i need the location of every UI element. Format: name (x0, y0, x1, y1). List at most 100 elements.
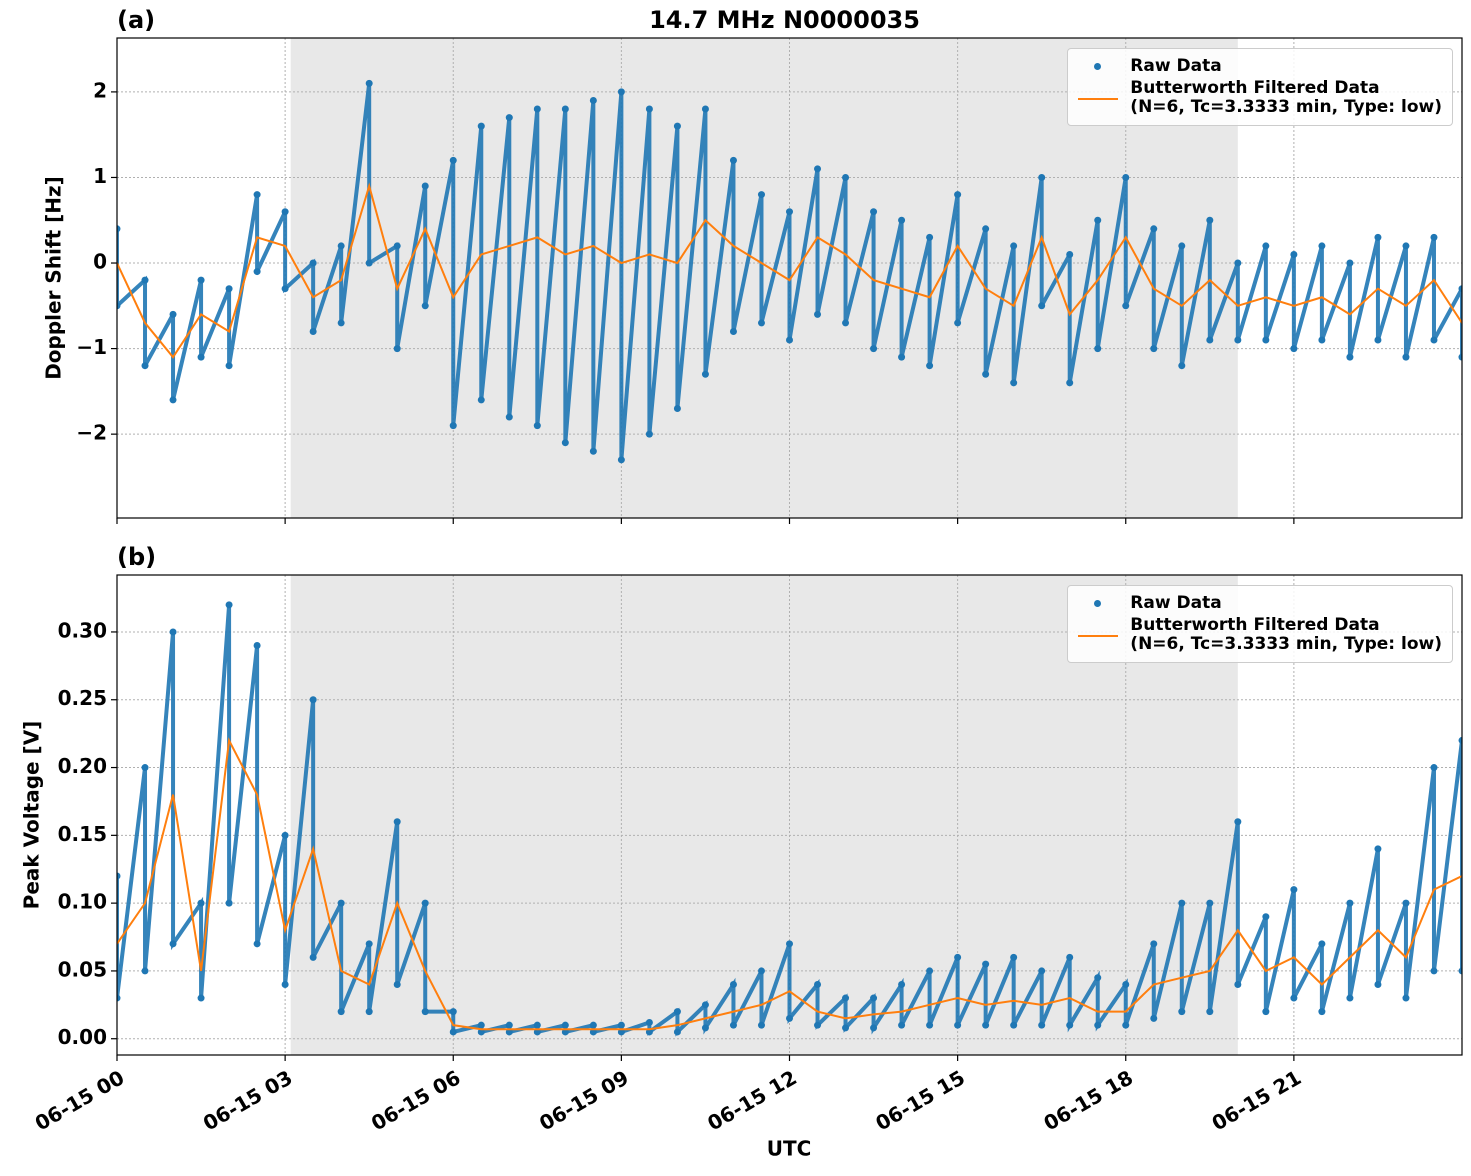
y-tick-label: 0.10 (58, 890, 107, 914)
raw-point (814, 310, 822, 318)
raw-point (729, 327, 737, 335)
raw-point (786, 208, 793, 216)
raw-point (1094, 974, 1102, 982)
legend: Raw Data Butterworth Filtered Data (N=6, … (1067, 585, 1453, 663)
raw-point (309, 953, 317, 961)
y-tick-label: −1 (76, 335, 107, 359)
raw-point (1346, 994, 1354, 1002)
raw-point (1458, 736, 1462, 744)
raw-point (1402, 994, 1410, 1002)
raw-point (1122, 1021, 1130, 1029)
raw-point (1178, 1008, 1186, 1016)
raw-point (533, 105, 541, 113)
y-tick-label: 0.05 (58, 957, 107, 981)
raw-point (337, 1008, 345, 1016)
raw-point (1178, 242, 1186, 250)
raw-point (870, 994, 878, 1002)
raw-point (926, 967, 934, 975)
raw-envelope (117, 83, 1462, 460)
raw-point (814, 980, 822, 988)
raw-point (645, 1018, 653, 1026)
raw-point (141, 967, 149, 975)
raw-point (589, 447, 597, 455)
raw-point (421, 1008, 429, 1016)
legend-key (1078, 57, 1118, 77)
raw-point (197, 994, 205, 1002)
x-tick-label: 06-15 21 (1208, 1065, 1306, 1135)
axes-frame (116, 37, 1463, 519)
raw-point (169, 396, 177, 404)
panel-label: (b) (117, 543, 156, 571)
raw-point (729, 1021, 737, 1029)
raw-point (1150, 1014, 1158, 1022)
raw-point (1038, 302, 1046, 310)
raw-point (449, 156, 457, 164)
raw-point (982, 225, 990, 233)
raw-point (533, 422, 541, 430)
x-tick-label: 06-15 18 (1039, 1065, 1137, 1135)
x-tick-label: 06-15 00 (31, 1065, 129, 1135)
raw-point (365, 940, 373, 948)
raw-point (1290, 994, 1298, 1002)
raw-point (1346, 899, 1354, 907)
raw-point (281, 285, 289, 293)
raw-point (225, 285, 233, 293)
raw-point (701, 105, 709, 113)
raw-point (898, 980, 906, 988)
raw-point (281, 831, 289, 839)
y-tick-label: 2 (93, 78, 107, 102)
raw-point (1318, 242, 1326, 250)
raw-point (1178, 899, 1186, 907)
raw-point (842, 173, 850, 181)
raw-point (393, 242, 401, 250)
raw-point (1066, 1021, 1074, 1029)
raw-point (281, 208, 289, 216)
raw-point (197, 353, 205, 361)
raw-point (253, 268, 261, 276)
raw-point (1066, 250, 1074, 258)
raw-point (505, 413, 513, 421)
raw-point (1374, 845, 1382, 853)
raw-point (141, 362, 149, 370)
raw-point (197, 899, 205, 907)
raw-point (1010, 379, 1018, 387)
raw-point (169, 628, 177, 636)
raw-point (1318, 940, 1326, 948)
raw-point (477, 1021, 485, 1029)
raw-point (1346, 353, 1354, 361)
raw-point (561, 1021, 569, 1029)
raw-point (337, 319, 345, 327)
raw-point (898, 1021, 906, 1029)
raw-point (814, 165, 822, 173)
raw-point (449, 422, 457, 430)
raw-point (617, 88, 625, 96)
raw-point (1094, 216, 1102, 224)
legend-entry: Butterworth Filtered Data (N=6, Tc=3.333… (1078, 79, 1442, 117)
raw-point (757, 967, 765, 975)
raw-point (1430, 967, 1438, 975)
raw-point (1206, 336, 1214, 344)
raw-point (1430, 764, 1438, 772)
raw-point (365, 259, 373, 267)
plot-area (117, 79, 1462, 464)
raw-point (337, 242, 345, 250)
raw-point (701, 370, 709, 378)
raw-point (1346, 259, 1354, 267)
raw-point (1430, 233, 1438, 241)
x-tick-label: 06-15 09 (535, 1065, 633, 1135)
raw-point (954, 319, 962, 327)
raw-point (673, 404, 681, 412)
raw-point (1122, 173, 1130, 181)
raw-point (1374, 336, 1382, 344)
raw-point (926, 233, 934, 241)
raw-point (757, 1021, 765, 1029)
raw-point (842, 994, 850, 1002)
raw-point (982, 370, 990, 378)
raw-point (1290, 345, 1298, 353)
raw-point (786, 336, 793, 344)
raw-point (281, 980, 289, 988)
raw-point (954, 191, 962, 199)
panel-label: (a) (117, 6, 155, 34)
raw-point (1150, 225, 1158, 233)
raw-point (393, 818, 401, 826)
